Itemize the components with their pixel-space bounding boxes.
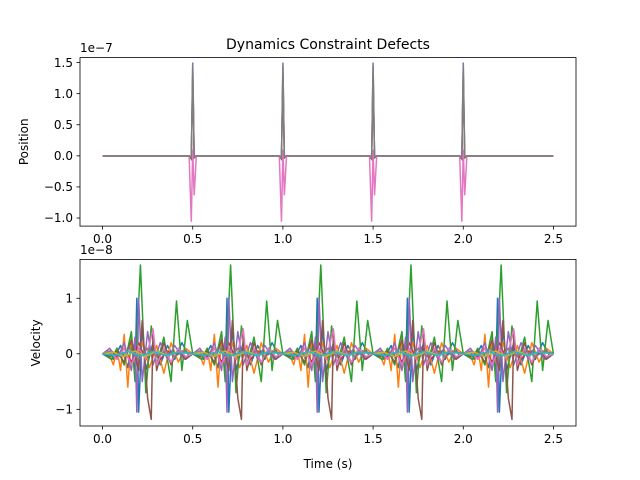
velocity-y-tick-label: 1	[65, 291, 73, 305]
position-y-tick-label: 1.0	[54, 87, 73, 101]
position-axes: 0.0 0.5 1.0 1.5 2.0 2.5 −1.0−0.50.00.51.01.5 …	[17, 37, 577, 246]
velocity-y-tick-label: 0	[65, 347, 73, 361]
position-y-tick-label: −0.5	[44, 180, 73, 194]
velocity-x-tick-label: 0.5	[183, 432, 202, 446]
position-x-tick-label: 1.5	[364, 232, 383, 246]
position-y-ticks: −1.0 −0.5 0.0 0.5 1.0 1.5	[44, 56, 80, 225]
position-y-tick-label: 1.5	[54, 56, 73, 70]
velocity-x-tick-label: 0.0	[93, 432, 112, 446]
velocity-x-tick-label: 1.5	[364, 432, 383, 446]
position-y-tick-label: −1.0	[44, 211, 73, 225]
velocity-offset-text: 1e−8	[80, 243, 113, 257]
position-axes-frame	[79, 57, 577, 227]
position-x-ticks: 0.0 0.5 1.0 1.5 2.0 2.5	[93, 226, 563, 246]
position-plot-area	[102, 62, 554, 222]
velocity-x-tick-label: 1.0	[273, 432, 292, 446]
position-x-tick-label: 0.5	[183, 232, 202, 246]
velocity-axes-frame	[79, 258, 577, 427]
velocity-y-axis-label: Velocity	[29, 319, 43, 366]
position-x-tick-label: 0.0	[93, 232, 112, 246]
position-x-tick-label: 2.5	[544, 232, 563, 246]
velocity-plot-area	[102, 264, 555, 421]
position-y-axis-label: Position	[17, 118, 31, 165]
position-x-tick-label: 2.0	[454, 232, 473, 246]
velocity-y-tick-label: −1	[55, 403, 73, 417]
velocity-x-tick-label: 2.5	[544, 432, 563, 446]
x-axis-label: Time (s)	[303, 457, 353, 471]
position-y-tick-label: 0.5	[54, 118, 73, 132]
position-x-tick-label: 1.0	[273, 232, 292, 246]
position-offset-text: 1e−7	[80, 41, 113, 55]
velocity-x-ticks: 0.0 0.5 1.0 1.5 2.0 2.5	[93, 426, 563, 446]
position-series-8-line	[102, 65, 554, 160]
chart-title: Dynamics Constraint Defects	[226, 37, 430, 53]
velocity-series-10-line	[102, 350, 554, 357]
velocity-series-7-line	[102, 328, 554, 366]
velocity-axes: 0.0 0.5 1.0 1.5 2.0 2.5 −1 0 1 Velocity Time (s…	[29, 243, 577, 471]
position-y-tick-label: 0.0	[54, 149, 73, 163]
velocity-y-ticks: −1 0 1	[55, 291, 80, 417]
velocity-x-tick-label: 2.0	[454, 432, 473, 446]
